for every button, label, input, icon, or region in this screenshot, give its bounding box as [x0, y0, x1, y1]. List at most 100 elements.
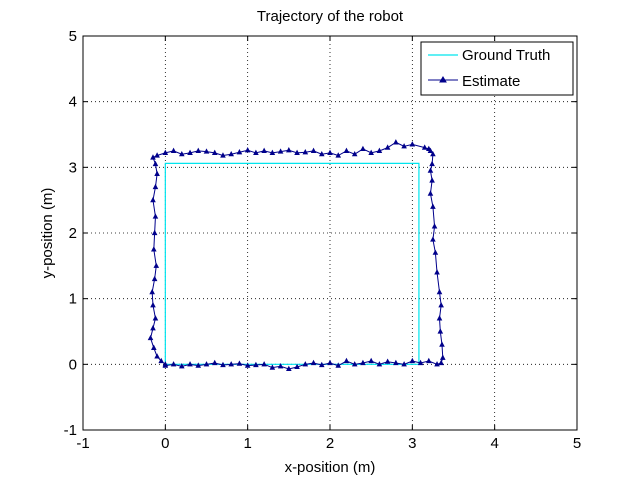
estimate-point [438, 359, 444, 366]
estimate-point [236, 360, 243, 366]
estimate-point [318, 361, 325, 368]
estimate-point [436, 315, 443, 321]
estimate-point [149, 288, 155, 295]
estimate-point [393, 139, 399, 145]
estimate-point [376, 147, 383, 154]
estimate-point [302, 148, 309, 155]
estimate-point [154, 353, 160, 359]
estimate-point [228, 150, 234, 157]
estimate-point [277, 148, 284, 154]
y-tick-label: 1 [69, 291, 77, 308]
estimate-point [286, 365, 292, 372]
estimate-point [318, 150, 325, 157]
estimate-point [368, 357, 374, 364]
y-tick-label: 5 [69, 28, 77, 45]
estimate-point [430, 150, 436, 157]
x-tick-label: 4 [490, 435, 498, 452]
axis-ticks: -1 0 1 2 3 4 5 -1 0 1 2 3 4 5 [64, 28, 582, 452]
y-tick-label: 4 [69, 94, 77, 111]
estimate-point [409, 141, 416, 147]
estimate-point [195, 362, 202, 368]
estimate-point [376, 361, 383, 367]
estimate-point [335, 362, 342, 368]
series-layer [147, 139, 446, 372]
estimate-point [277, 363, 284, 369]
x-tick-label: 5 [573, 435, 581, 452]
estimate-point [310, 359, 317, 366]
estimate-point [438, 301, 444, 308]
estimate-point [429, 160, 435, 167]
estimate-point [151, 246, 157, 252]
y-tick-label: -1 [64, 422, 77, 439]
estimate-point [261, 361, 267, 367]
estimate-point [360, 145, 366, 152]
estimate-point [269, 149, 276, 155]
estimate-point [351, 150, 358, 157]
estimate-point [170, 361, 177, 367]
estimate-point [269, 364, 276, 370]
estimate-point [195, 147, 202, 154]
estimate-point [351, 361, 358, 367]
estimate-point [427, 167, 434, 173]
y-tick-label: 2 [69, 225, 77, 242]
estimate-point [158, 357, 165, 364]
legend-label-estimate: Estimate [462, 73, 520, 90]
x-tick-label: 2 [326, 435, 334, 452]
legend-label-ground-truth: Ground Truth [462, 47, 550, 64]
estimate-point [432, 249, 439, 255]
estimate-point [335, 152, 342, 158]
estimate-point [152, 160, 159, 167]
estimate-point [427, 190, 434, 196]
estimate-point [162, 149, 169, 155]
estimate-point [244, 147, 251, 153]
estimate-point [152, 183, 159, 190]
y-axis-title: y-position (m) [39, 188, 56, 279]
estimate-point [150, 196, 156, 203]
estimate-point [439, 341, 445, 347]
x-axis-title: x-position (m) [285, 459, 376, 476]
estimate-point [343, 357, 350, 364]
estimate-point [151, 229, 158, 236]
estimate-point [437, 328, 444, 334]
estimate-point [154, 152, 160, 158]
estimate-point [244, 362, 251, 368]
estimate-point [429, 177, 435, 183]
estimate-point [343, 147, 350, 154]
estimate-point [286, 147, 292, 153]
estimate-point [220, 152, 226, 158]
estimate-point [170, 147, 177, 154]
estimate-point [228, 361, 234, 367]
estimate-point [434, 361, 440, 367]
estimate-point [426, 145, 432, 152]
estimate-point [211, 359, 218, 366]
estimate-point [294, 149, 300, 155]
estimate-point [430, 203, 436, 209]
estimate-point [253, 361, 259, 368]
estimate-point [211, 149, 218, 155]
estimate-point [179, 363, 185, 369]
estimate-point [147, 334, 154, 341]
chart-title: Trajectory of the robot [257, 8, 404, 25]
estimate-point [236, 148, 243, 155]
estimate-point [327, 149, 333, 155]
estimate-point [152, 213, 159, 219]
estimate-point [179, 150, 185, 157]
estimate-point [426, 357, 432, 364]
x-tick-label: 0 [161, 435, 169, 452]
estimate-point [434, 269, 440, 275]
estimate-point [187, 361, 193, 367]
estimate-point [384, 144, 391, 150]
estimate-point [417, 359, 424, 366]
estimate-point [327, 359, 333, 366]
estimate-point [151, 275, 158, 282]
estimate-point [154, 170, 160, 176]
estimate-point [220, 361, 226, 368]
estimate-point [310, 147, 317, 154]
legend-box [420, 41, 574, 96]
estimate-point [368, 149, 374, 155]
estimate-point [393, 359, 399, 366]
estimate-point [150, 154, 156, 160]
estimate-point [153, 262, 160, 268]
legend-marker-estimate [439, 76, 447, 83]
